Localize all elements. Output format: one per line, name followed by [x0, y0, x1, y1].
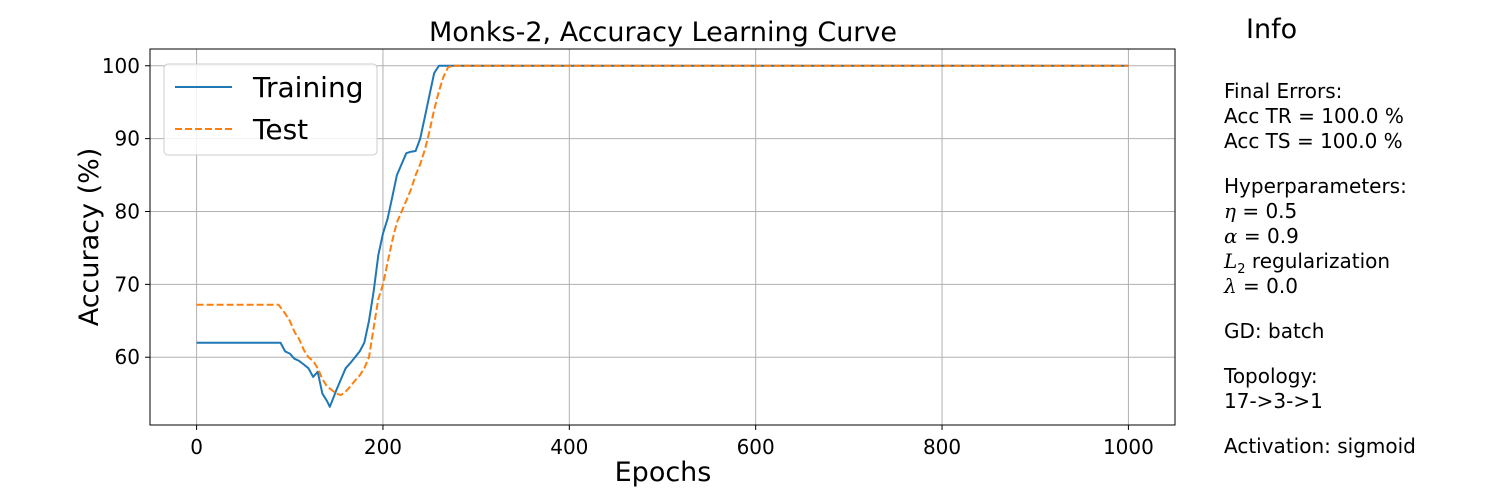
topology-value: 17->3->1 — [1224, 389, 1323, 413]
activation-value: Activation: sigmoid — [1224, 434, 1416, 458]
legend-training-label: Training — [252, 71, 363, 104]
y-axis-label: Accuracy (%) — [74, 148, 105, 327]
info-title: Info — [1246, 14, 1298, 45]
x-tick-label: 0 — [190, 435, 203, 459]
accuracy-learning-curve-chart: Monks-2, Accuracy Learning Curve 0 200 400… — [74, 17, 1176, 488]
series-layer — [196, 64, 1129, 408]
acc-ts-value: Acc TS = 100.0 % — [1224, 129, 1403, 153]
info-panel: Final Errors: Acc TR = 100.0 % Acc TS = … — [1224, 79, 1416, 459]
eta-value: η = 0.5 — [1224, 199, 1298, 223]
x-tick-label: 1000 — [1103, 435, 1154, 459]
y-tick-label: 90 — [115, 127, 140, 151]
x-tick-label: 400 — [550, 435, 588, 459]
alpha-value: α = 0.9 — [1224, 224, 1299, 248]
hyperparameters-label: Hyperparameters: — [1224, 174, 1407, 198]
final-errors-label: Final Errors: — [1224, 79, 1343, 103]
legend: Training Test — [163, 63, 378, 156]
l2-regularization-label: L2 regularization — [1224, 249, 1391, 277]
legend-test-label: Test — [252, 113, 308, 146]
chart-title: Monks-2, Accuracy Learning Curve — [429, 17, 897, 48]
axis-ticks: 0 200 400 600 800 1000 60 70 80 90 100 — [102, 54, 1154, 459]
y-tick-label: 100 — [102, 54, 140, 78]
y-tick-label: 60 — [115, 345, 140, 369]
lambda-value: λ = 0.0 — [1224, 274, 1298, 298]
plot-frame — [149, 48, 1176, 426]
acc-tr-value: Acc TR = 100.0 % — [1224, 104, 1404, 128]
series-line-training — [196, 64, 1129, 408]
y-tick-label: 80 — [115, 199, 140, 223]
x-tick-label: 600 — [737, 435, 775, 459]
gd-mode: GD: batch — [1224, 319, 1325, 343]
series-line-test — [196, 64, 1129, 397]
x-tick-label: 800 — [923, 435, 961, 459]
topology-label: Topology: — [1224, 364, 1318, 388]
y-tick-label: 70 — [115, 272, 140, 296]
x-tick-label: 200 — [364, 435, 402, 459]
x-axis-label: Epochs — [615, 457, 712, 488]
